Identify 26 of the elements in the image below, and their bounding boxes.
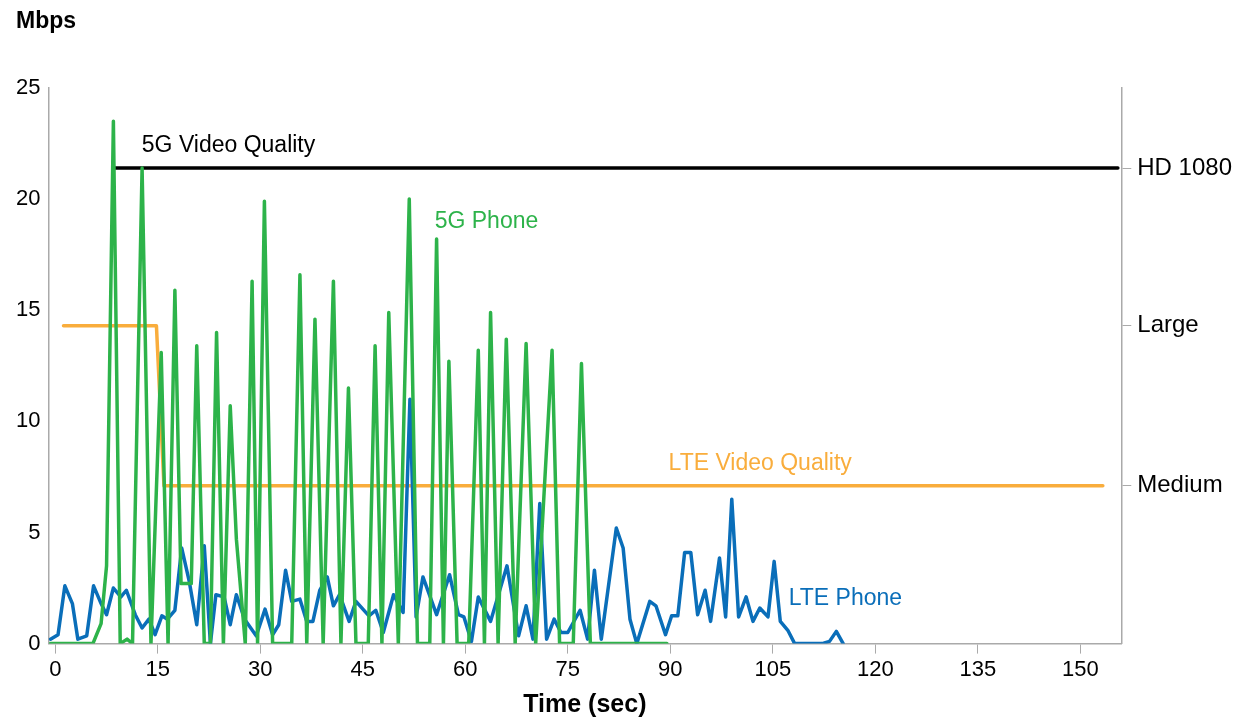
x-axis-title: Time (sec) [523, 688, 647, 717]
x-tick-label: 135 [959, 655, 997, 681]
y-tick-label: 15 [15, 296, 41, 322]
x-tick-label: 105 [754, 655, 792, 681]
series-label: 5G Video Quality [141, 131, 316, 158]
x-tick-label: 30 [248, 655, 273, 681]
y-tick-label: 10 [15, 407, 41, 433]
y-tick-label: 0 [28, 629, 41, 655]
text: Large [1137, 310, 1199, 338]
x-tick-label: 150 [1061, 655, 1099, 681]
x-tick-label: 90 [658, 655, 683, 681]
y-tick-label: 25 [15, 74, 41, 100]
x-tick-label: 75 [555, 655, 581, 681]
x-tick-label: 15 [145, 655, 171, 681]
text: HD 1080 [1137, 152, 1233, 180]
series-label: 5G Phone [434, 206, 539, 233]
y-tick-label: 5 [28, 518, 41, 544]
y-axis-title: Mbps [16, 6, 77, 33]
x-tick-label: 120 [856, 655, 894, 681]
series-label: LTE Phone [788, 584, 903, 611]
x-tick-label: 60 [453, 655, 478, 681]
y-tick-label: 20 [15, 185, 41, 211]
text: Medium [1137, 470, 1223, 498]
x-tick-label: 45 [350, 655, 376, 681]
x-tick-label: 0 [49, 655, 62, 681]
series-label: LTE Video Quality [668, 448, 853, 475]
